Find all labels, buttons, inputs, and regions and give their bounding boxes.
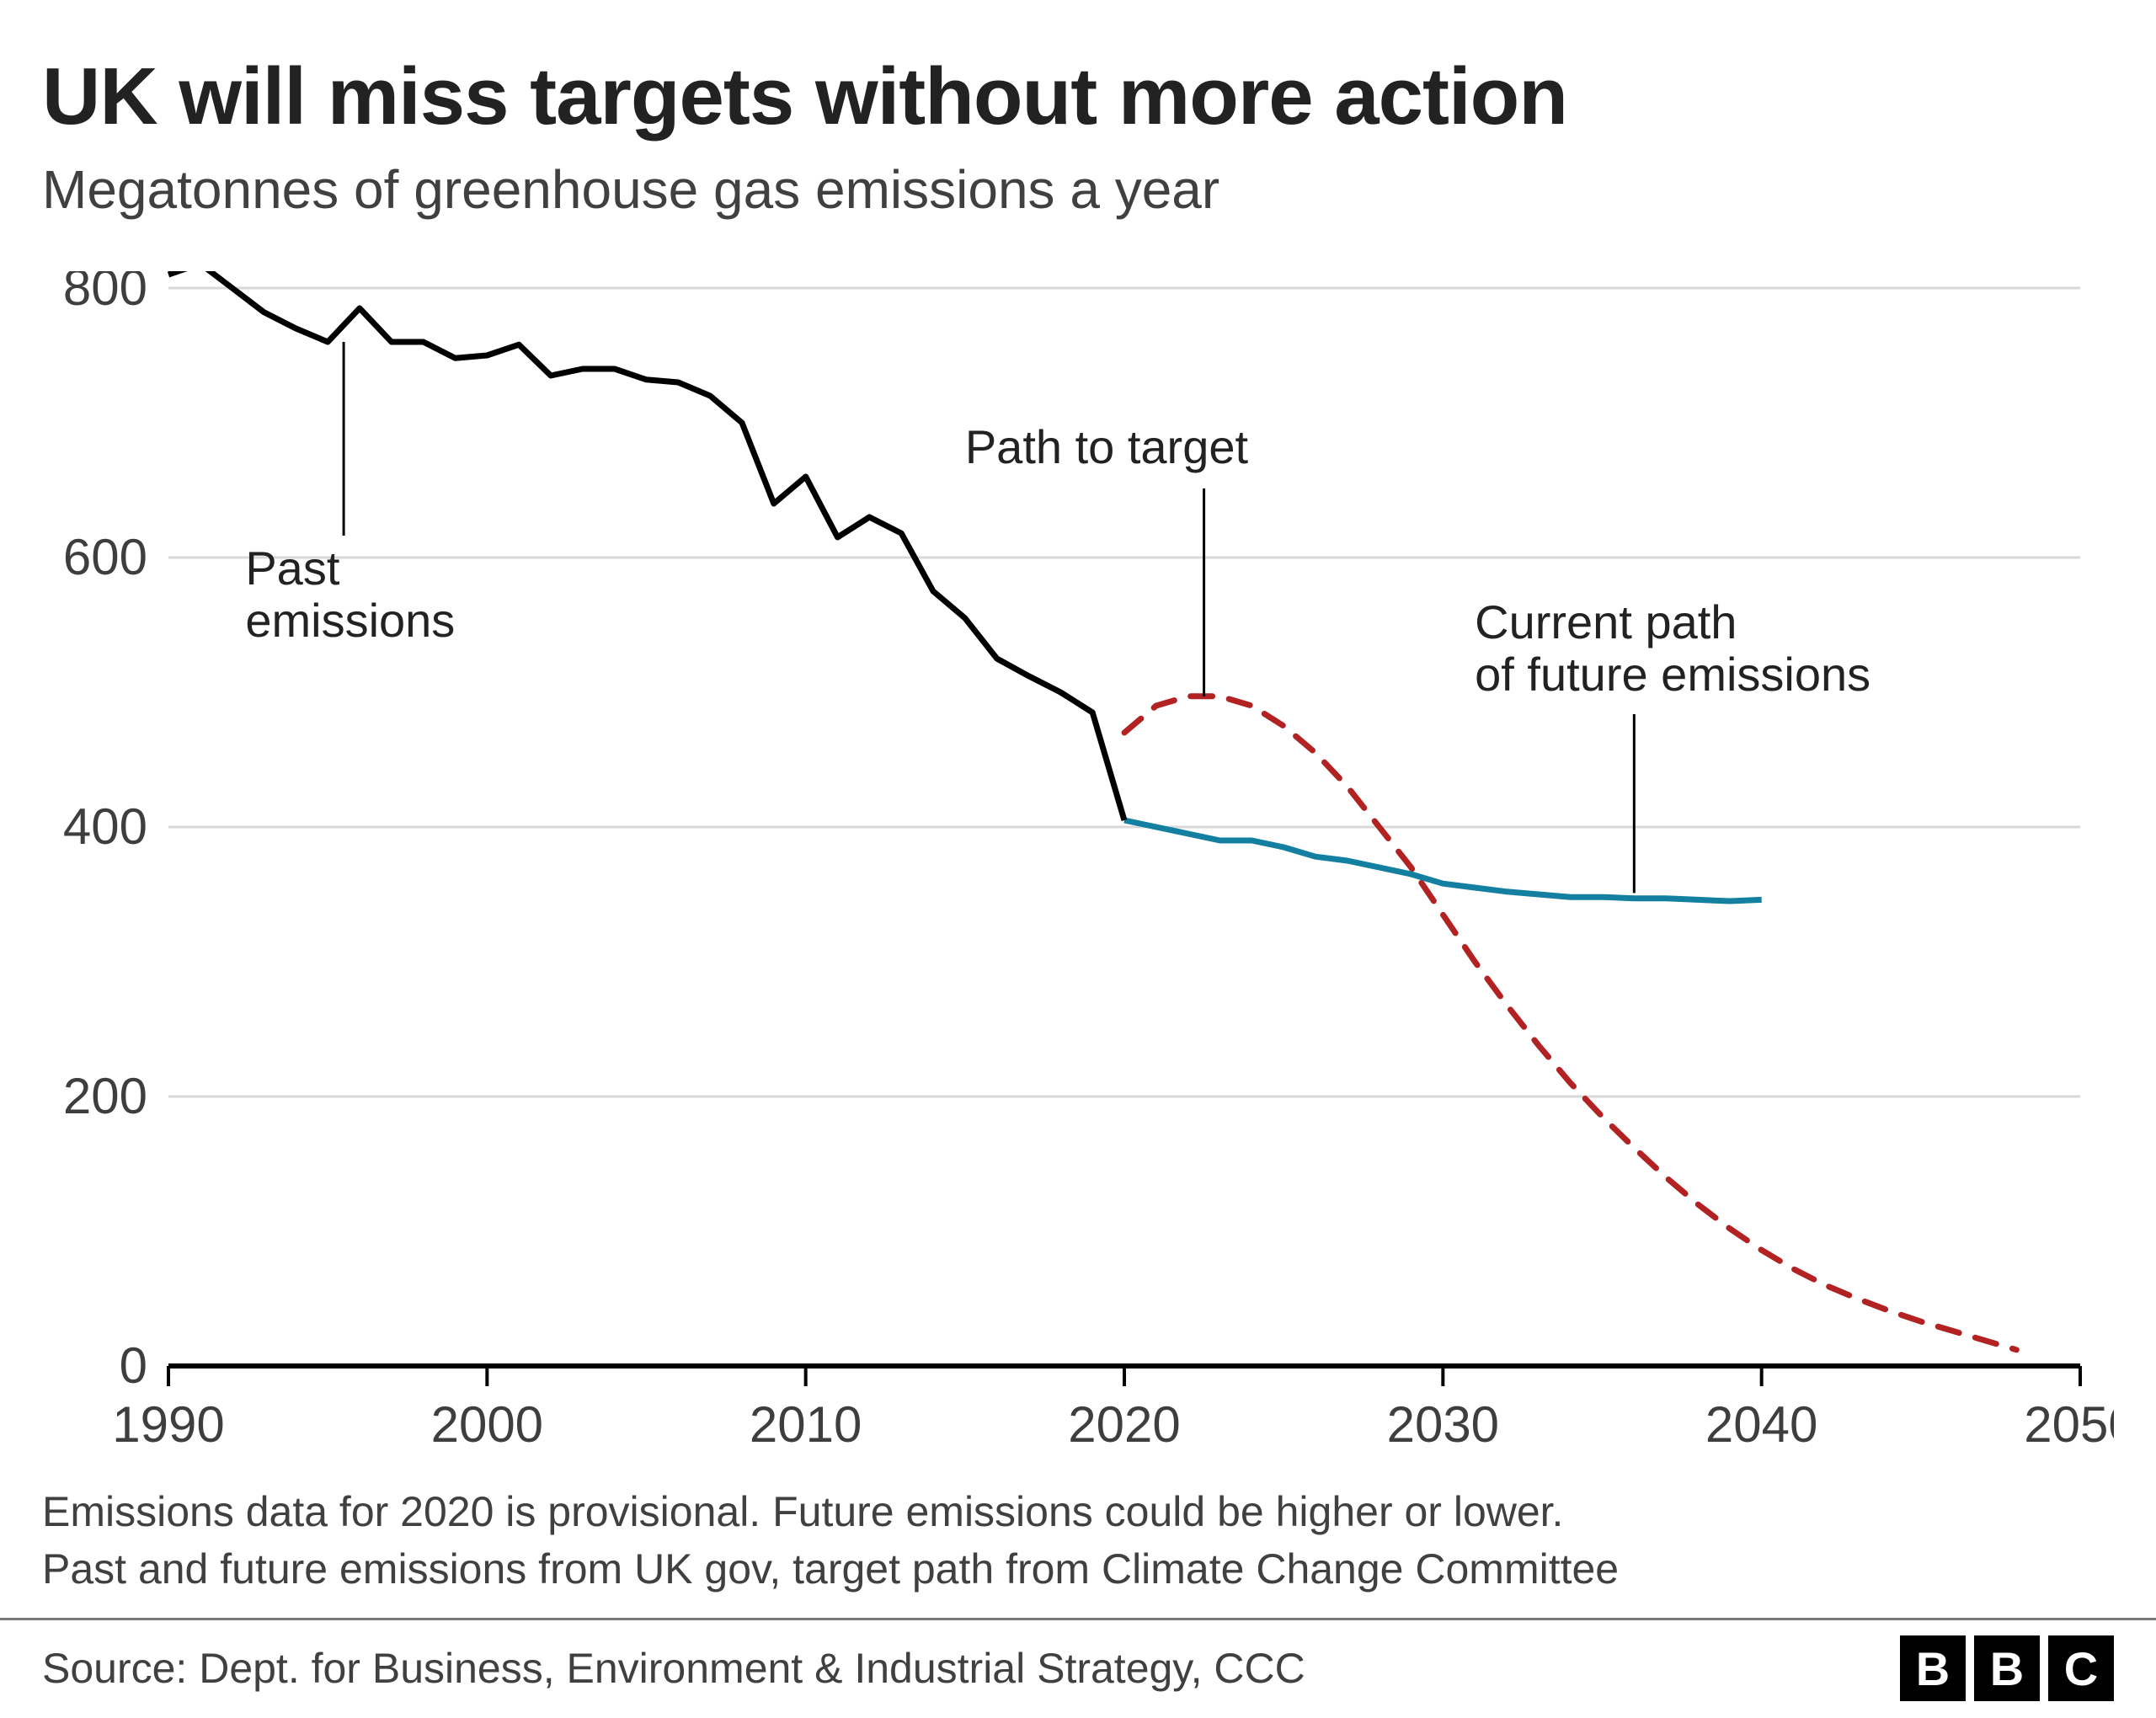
bbc-logo-block: C — [2048, 1635, 2114, 1701]
annotation-target: Path to target — [965, 420, 1249, 473]
chart-title: UK will miss targets without more action — [42, 51, 2114, 143]
chart-card: UK will miss targets without more action… — [0, 0, 2156, 1718]
source-text: Source: Dept. for Business, Environment … — [42, 1644, 1305, 1693]
chart-subtitle: Megatonnes of greenhouse gas emissions a… — [42, 158, 2114, 221]
chart-notes: Emissions data for 2020 is provisional. … — [42, 1484, 2114, 1598]
bbc-logo-block: B — [1974, 1635, 2040, 1701]
annotation-past: emissions — [245, 594, 455, 647]
note-line-1: Emissions data for 2020 is provisional. … — [42, 1484, 2114, 1541]
x-tick-label: 2050 — [2024, 1396, 2114, 1453]
y-tick-label: 0 — [120, 1337, 147, 1394]
bbc-logo-block: B — [1900, 1635, 1966, 1701]
x-tick-label: 1990 — [112, 1396, 224, 1453]
y-tick-label: 400 — [63, 798, 147, 855]
note-line-2: Past and future emissions from UK gov, t… — [42, 1541, 2114, 1598]
y-tick-label: 200 — [63, 1068, 147, 1124]
annotation-current: of future emissions — [1475, 648, 1870, 701]
series-target — [1124, 696, 2016, 1350]
x-tick-label: 2010 — [750, 1396, 862, 1453]
x-tick-label: 2000 — [431, 1396, 543, 1453]
x-tick-label: 2030 — [1387, 1396, 1499, 1453]
y-tick-label: 600 — [63, 529, 147, 585]
y-tick-label: 800 — [63, 271, 147, 316]
x-tick-label: 2040 — [1705, 1396, 1817, 1453]
annotation-past: Past — [245, 542, 339, 595]
chart-svg: 0 200 400 600 800 1990 2000 2010 2020 2030 2040 205… — [42, 271, 2114, 1467]
bbc-logo: B B C — [1900, 1635, 2114, 1701]
chart-plot: 0 200 400 600 800 1990 2000 2010 2020 2030 2040 205… — [42, 271, 2114, 1467]
annotation-current: Current path — [1475, 595, 1737, 648]
footer: Source: Dept. for Business, Environment … — [0, 1618, 2156, 1718]
x-tick-label: 2020 — [1068, 1396, 1180, 1453]
series-current — [1124, 820, 1762, 901]
